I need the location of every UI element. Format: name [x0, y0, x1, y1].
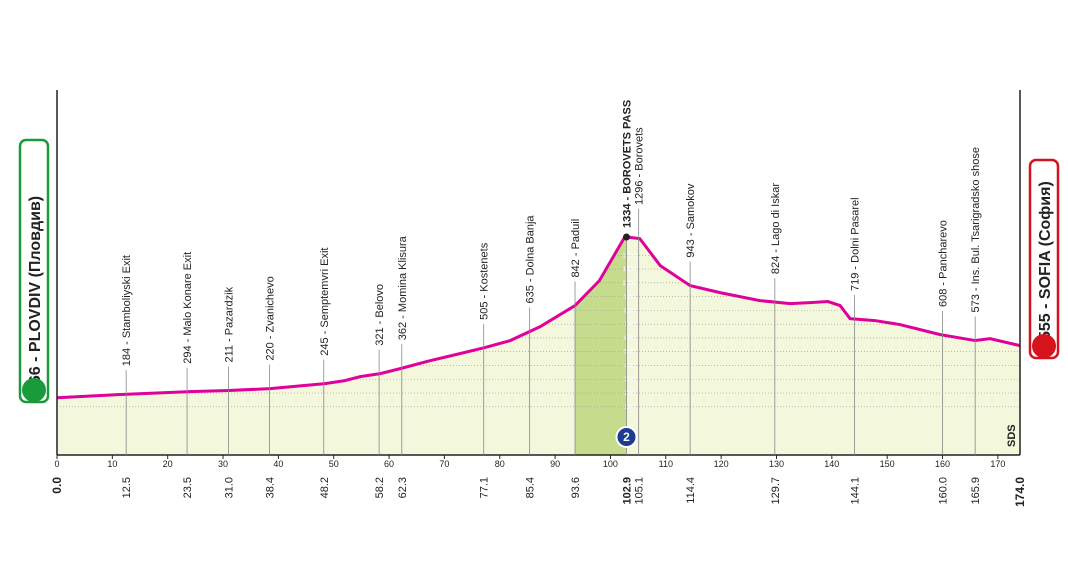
x-tick-label: 100: [603, 459, 618, 469]
waypoint-km: 85.4: [525, 477, 537, 498]
climb-scale-label: 600: [624, 335, 635, 342]
x-tick-label: 140: [824, 459, 839, 469]
start-icon: [22, 378, 46, 402]
waypoint-km: 58.2: [374, 477, 386, 498]
x-tick-label: 150: [880, 459, 895, 469]
climb-scale-label: 500: [624, 349, 635, 356]
x-tick-label: 70: [439, 459, 449, 469]
finish-icon: [1032, 334, 1056, 358]
profile-line: [56, 235, 1021, 400]
waypoint-km: 160.0: [938, 477, 950, 505]
waypoint-km: 38.4: [265, 477, 277, 498]
waypoint-km: 93.6: [570, 477, 582, 498]
waypoint-km: 12.5: [121, 477, 133, 498]
waypoint-label: 608 - Pancharevo: [938, 220, 950, 307]
waypoint-label: 1296 - Borovets: [634, 127, 646, 205]
category-label: 2: [623, 430, 630, 444]
waypoint-label: 635 - Dolna Banja: [525, 215, 537, 304]
climb-scale-label: 200: [624, 390, 635, 397]
waypoint-label: 943 - Samokov: [685, 183, 697, 257]
x-tick-label: 90: [550, 459, 560, 469]
waypoint-km: 77.1: [479, 477, 491, 498]
climb-scale-label: 100: [624, 404, 635, 411]
x-tick-label: 110: [659, 459, 673, 469]
logo: SDS: [1006, 424, 1018, 447]
climb-scale-label: 400: [624, 362, 635, 369]
waypoint-label: 505 - Kostenets: [479, 242, 491, 320]
waypoint-km: 23.5: [182, 477, 194, 498]
waypoint-km: 144.1: [850, 477, 862, 505]
waypoint-km: 105.1: [634, 477, 646, 505]
climb-scale-label: 800: [624, 307, 635, 314]
x-tick-label: 120: [714, 459, 729, 469]
x-tick-label: 160: [935, 459, 950, 469]
category-badge: [615, 426, 638, 448]
summit-dot: [622, 233, 630, 241]
waypoint-km: 62.3: [397, 477, 409, 498]
x-tick-label: 0: [54, 459, 59, 469]
waypoint-label: 211 - Pazardzik: [224, 286, 236, 362]
profile-fill: [57, 236, 1020, 455]
waypoint-km: 165.9: [970, 477, 982, 505]
waypoint-label: 573 - Ins. Bul. Tsarigradsko shose: [970, 147, 982, 313]
x-tick-label: 30: [218, 459, 228, 469]
x-tick-label: 10: [107, 459, 117, 469]
x-tick-label: 40: [273, 459, 283, 469]
x-tick-label: 80: [495, 459, 505, 469]
climb-area: [575, 236, 627, 455]
waypoint-label: 1334 - BOROVETS PASS: [621, 100, 633, 228]
waypoint-label: 824 - Lago di Iskar: [770, 183, 782, 274]
x-tick-label: 130: [769, 459, 784, 469]
waypoint-label: 321 - Belovo: [374, 284, 386, 346]
climb-scale-label: 1000: [622, 280, 637, 287]
climb-scale-label: 1200: [622, 252, 637, 259]
start-label: 166 - PLOVDIV (Пловдив): [27, 196, 44, 393]
waypoint-km: 31.0: [224, 477, 236, 498]
waypoint-label: 184 - Stamboliyski Exit: [121, 255, 133, 366]
waypoint-km: 114.4: [685, 477, 697, 504]
x-tick-label: 50: [329, 459, 339, 469]
climb-scale-label: 900: [624, 294, 635, 301]
km-label: 0.0: [50, 477, 64, 494]
waypoint-label: 719 - Dolni Pasarel: [850, 197, 862, 291]
waypoint-label: 842 - Paduil: [570, 219, 582, 278]
climb-scale-label: 1100: [623, 266, 637, 273]
x-tick-label: 20: [163, 459, 173, 469]
waypoint-km: 48.2: [319, 477, 331, 498]
x-tick-label: 170: [990, 459, 1005, 469]
waypoint-label: 220 - Zvanichevo: [265, 276, 277, 360]
finish-label: 555 - SOFIA (София): [1037, 181, 1054, 340]
km-label: 174.0: [1013, 477, 1027, 507]
waypoint-label: 245 - Semptemvri Exit: [319, 248, 331, 356]
climb-scale-label: 300: [624, 376, 635, 383]
waypoint-label: 294 - Malo Konare Exit: [182, 252, 194, 364]
waypoint-label: 362 - Momina Klisura: [397, 235, 409, 340]
waypoint-km: 102.9: [621, 477, 633, 505]
x-tick-label: 60: [384, 459, 394, 469]
climb-scale-label: 700: [624, 321, 635, 328]
waypoint-km: 129.7: [770, 477, 782, 505]
